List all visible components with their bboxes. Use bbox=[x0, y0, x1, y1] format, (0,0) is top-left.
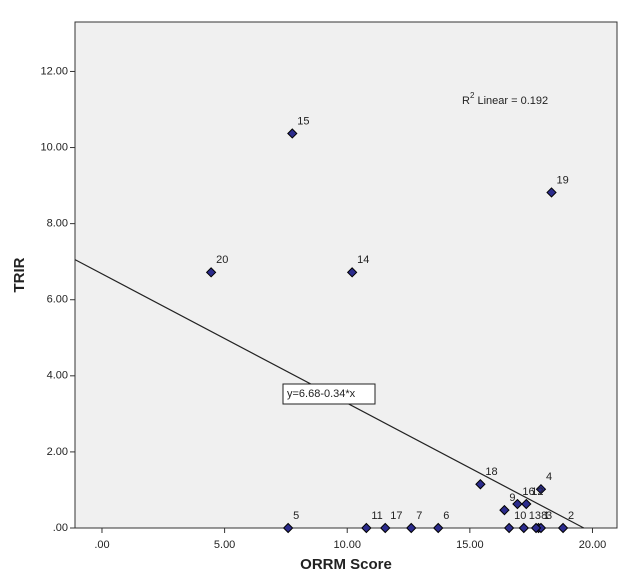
fit-label-box bbox=[282, 383, 376, 405]
point-label: 12 bbox=[531, 486, 543, 498]
point bbox=[530, 522, 542, 534]
point-label: 7 bbox=[416, 510, 422, 522]
point-label: 8 bbox=[541, 510, 547, 522]
y-tick-label: 4.00 bbox=[47, 370, 68, 382]
point-label: 3 bbox=[546, 510, 552, 522]
point bbox=[433, 522, 444, 534]
point-label: 2 bbox=[568, 510, 574, 522]
point-label: 15 bbox=[297, 115, 309, 127]
r2-rest: Linear = 0.192 bbox=[474, 95, 548, 107]
r2-sup: 2 bbox=[470, 91, 475, 100]
y-tick-label: 2.00 bbox=[47, 446, 68, 458]
point-label: 11 bbox=[371, 510, 382, 522]
point-label: 10 bbox=[514, 510, 526, 522]
point-label: 5 bbox=[293, 510, 299, 522]
point-label: 1 bbox=[544, 510, 550, 522]
y-tick-label: 10.00 bbox=[40, 141, 68, 153]
point bbox=[406, 522, 417, 534]
point-label: 6 bbox=[443, 510, 449, 522]
point bbox=[475, 479, 486, 490]
x-tick-label: .00 bbox=[94, 539, 109, 551]
point bbox=[346, 267, 358, 278]
x-tick-label: 15.00 bbox=[456, 539, 484, 551]
r2-base: R bbox=[462, 95, 470, 107]
point-label: 19 bbox=[557, 174, 569, 186]
point bbox=[518, 522, 530, 534]
point-label: 14 bbox=[357, 254, 369, 266]
plot-area bbox=[74, 21, 618, 529]
r2-annotation: R2 Linear = 0.192 bbox=[462, 91, 548, 107]
y-tick-label: 6.00 bbox=[47, 294, 68, 306]
point bbox=[521, 498, 532, 510]
y-axis-title: TRIR bbox=[11, 257, 28, 292]
point bbox=[535, 483, 547, 495]
point-label: 9 bbox=[509, 492, 515, 504]
point bbox=[512, 498, 523, 510]
point bbox=[546, 187, 557, 198]
fit-label: y=6.68-0.34*x bbox=[287, 388, 356, 400]
point-label: 4 bbox=[546, 471, 552, 483]
y-tick-label: .00 bbox=[53, 522, 68, 534]
point bbox=[499, 504, 510, 516]
point bbox=[557, 522, 569, 534]
point bbox=[503, 522, 515, 534]
point bbox=[380, 522, 391, 534]
point bbox=[361, 522, 372, 534]
point bbox=[287, 128, 298, 139]
point-label: 16 bbox=[522, 486, 534, 498]
point-label: 20 bbox=[216, 254, 228, 266]
point bbox=[282, 522, 294, 534]
y-tick-label: 8.00 bbox=[47, 218, 68, 230]
point-label: 13 bbox=[529, 510, 541, 522]
x-tick-label: 20.00 bbox=[579, 539, 607, 551]
point bbox=[205, 267, 217, 278]
x-tick-label: 10.00 bbox=[333, 539, 361, 551]
x-axis-title: ORRM Score bbox=[300, 556, 392, 573]
point-label: 17 bbox=[390, 510, 402, 522]
point-label: 18 bbox=[485, 466, 497, 478]
y-tick-label: 12.00 bbox=[40, 65, 68, 77]
x-tick-label: 5.00 bbox=[214, 539, 235, 551]
